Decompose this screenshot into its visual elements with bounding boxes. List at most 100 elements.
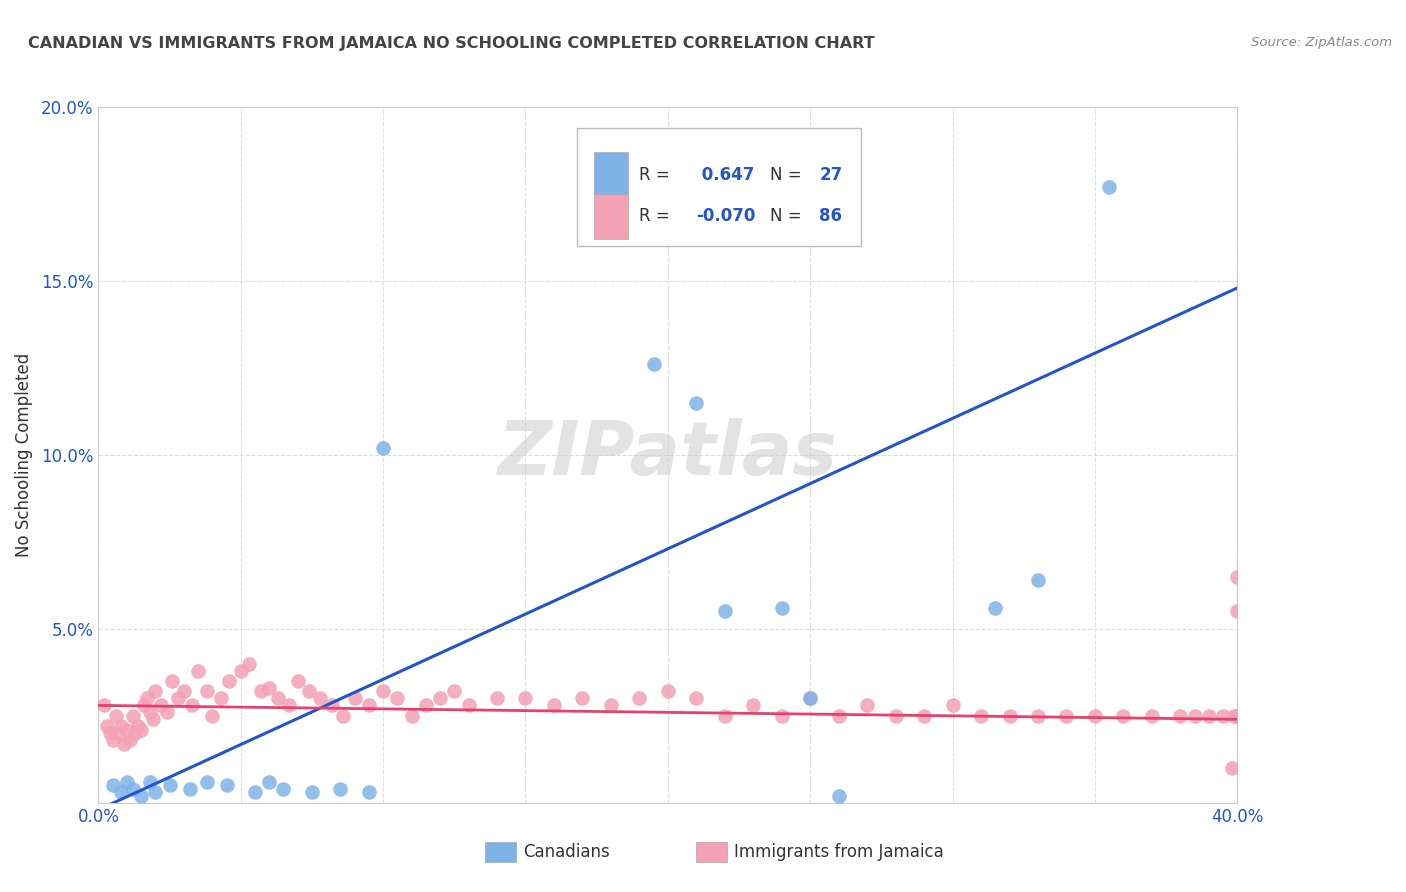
Point — [998, 708, 1021, 723]
Point — [799, 691, 821, 706]
Text: ZIPatlas: ZIPatlas — [498, 418, 838, 491]
Point — [138, 706, 160, 720]
Point — [329, 781, 352, 796]
Point — [115, 723, 138, 737]
Point — [1170, 708, 1192, 723]
Point — [145, 785, 167, 799]
Point — [195, 684, 218, 698]
FancyBboxPatch shape — [593, 153, 628, 197]
Point — [984, 601, 1007, 615]
Text: 86: 86 — [820, 207, 842, 226]
Point — [156, 706, 179, 720]
Point — [301, 785, 323, 799]
Point — [135, 691, 157, 706]
Point — [121, 781, 143, 796]
Point — [238, 657, 260, 671]
Point — [799, 691, 821, 706]
Text: Canadians: Canadians — [523, 843, 610, 861]
Point — [332, 708, 354, 723]
Point — [259, 681, 281, 695]
Point — [278, 698, 301, 713]
Point — [457, 698, 479, 713]
Point — [121, 708, 143, 723]
Point — [401, 708, 423, 723]
Point — [118, 733, 141, 747]
Point — [628, 691, 651, 706]
Point — [112, 737, 135, 751]
Point — [343, 691, 366, 706]
Point — [1226, 570, 1249, 584]
Point — [357, 698, 380, 713]
Point — [742, 698, 765, 713]
Point — [298, 684, 321, 698]
Point — [1226, 708, 1249, 723]
Text: 27: 27 — [820, 166, 842, 184]
Point — [1226, 708, 1249, 723]
Point — [571, 691, 593, 706]
Point — [373, 684, 395, 698]
Point — [218, 674, 240, 689]
Point — [110, 785, 132, 799]
Text: R =: R = — [640, 207, 675, 226]
Point — [770, 601, 793, 615]
Point — [714, 708, 737, 723]
Point — [942, 698, 965, 713]
Point — [357, 785, 380, 799]
Point — [1223, 708, 1246, 723]
Point — [1226, 708, 1249, 723]
Point — [201, 708, 224, 723]
Point — [150, 698, 173, 713]
Point — [181, 698, 204, 713]
Point — [828, 708, 851, 723]
Point — [93, 698, 115, 713]
Point — [187, 664, 209, 678]
Point — [884, 708, 907, 723]
Point — [828, 789, 851, 803]
Point — [162, 674, 184, 689]
Point — [1084, 708, 1107, 723]
Point — [685, 691, 707, 706]
Point — [1112, 708, 1135, 723]
Point — [179, 781, 201, 796]
Point — [1226, 605, 1249, 619]
Point — [714, 605, 737, 619]
Point — [415, 698, 437, 713]
Point — [129, 789, 152, 803]
Point — [101, 733, 124, 747]
Text: 0.647: 0.647 — [696, 166, 755, 184]
Point — [215, 778, 238, 793]
Point — [1026, 708, 1049, 723]
Point — [643, 358, 665, 372]
Point — [129, 723, 152, 737]
Point — [1056, 708, 1078, 723]
Text: R =: R = — [640, 166, 675, 184]
Point — [195, 775, 218, 789]
Point — [259, 775, 281, 789]
Point — [1220, 761, 1243, 775]
Point — [98, 726, 121, 740]
Point — [1226, 708, 1249, 723]
Point — [387, 691, 409, 706]
Point — [229, 664, 252, 678]
Point — [1026, 573, 1049, 587]
Point — [96, 719, 118, 733]
Text: N =: N = — [770, 207, 807, 226]
Point — [912, 708, 935, 723]
Point — [486, 691, 509, 706]
Point — [685, 395, 707, 409]
Point — [287, 674, 309, 689]
Point — [1198, 708, 1220, 723]
Point — [104, 708, 127, 723]
Point — [243, 785, 266, 799]
Point — [209, 691, 232, 706]
Point — [115, 775, 138, 789]
Point — [101, 778, 124, 793]
Point — [373, 441, 395, 455]
Point — [107, 726, 129, 740]
Point — [600, 698, 623, 713]
Y-axis label: No Schooling Completed: No Schooling Completed — [14, 353, 32, 557]
Point — [429, 691, 451, 706]
Point — [124, 726, 146, 740]
Point — [770, 708, 793, 723]
Point — [141, 712, 163, 726]
